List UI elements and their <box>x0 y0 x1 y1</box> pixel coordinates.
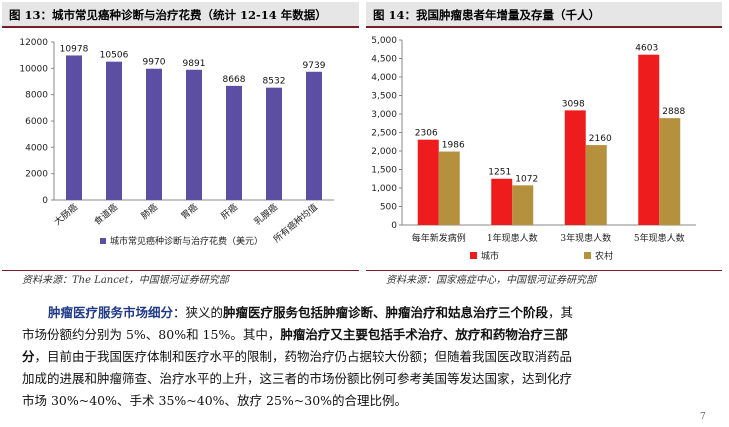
y-tick-label: 4,000 <box>371 73 397 83</box>
figure-13-title: 图 13：城市常见癌种诊断与治疗花费（统计 12-14 年数据） <box>2 2 359 28</box>
legend-label-urban: 城市 <box>481 250 499 262</box>
figure-14-source: 资料来源：国家癌症中心，中国银河证券研究部 <box>366 270 722 292</box>
bar-rural <box>438 151 460 225</box>
bar <box>66 55 82 201</box>
y-tick-label: 4,500 <box>371 55 397 65</box>
legend-label: 城市常见癌种诊断与治疗花费（美元） <box>110 235 263 247</box>
y-tick-label: 12000 <box>19 38 48 48</box>
bar <box>266 87 282 200</box>
bar <box>226 85 242 200</box>
x-tick-label: 肝癌 <box>218 201 240 222</box>
y-tick-label: 0 <box>42 196 48 206</box>
paragraph-text: ，其市场份额约分别为 5%、80%和 15%。其中， <box>22 305 574 342</box>
bar-urban <box>638 54 660 226</box>
data-label: 10978 <box>60 44 89 54</box>
data-label: 9739 <box>303 61 326 71</box>
x-tick-label: 所有癌种均值 <box>271 201 320 245</box>
y-tick-label: 8000 <box>25 91 48 101</box>
bar-urban <box>491 178 513 225</box>
data-label: 8532 <box>263 77 286 87</box>
data-label: 4603 <box>635 44 658 54</box>
y-tick-label: 1,500 <box>371 166 397 176</box>
bar-rural <box>585 145 607 225</box>
data-label: 8668 <box>223 75 246 85</box>
y-tick-label: 2,000 <box>371 147 397 157</box>
x-tick-label: 乳腺癌 <box>252 201 280 228</box>
bar <box>106 61 122 201</box>
y-tick-label: 2,500 <box>371 129 397 139</box>
bar-rural <box>512 185 534 225</box>
data-label: 9970 <box>143 58 166 68</box>
data-label: 1986 <box>442 141 465 151</box>
legend-swatch-rural <box>584 252 591 259</box>
x-tick-label: 每年新发病例 <box>412 232 466 244</box>
x-tick-label: 3年现患人数 <box>560 232 611 244</box>
bar-urban <box>417 139 439 225</box>
y-tick-label: 0 <box>391 221 397 231</box>
paragraph-text: ：狭义的 <box>173 305 224 320</box>
legend-swatch-urban <box>470 252 477 259</box>
y-tick-label: 500 <box>380 203 397 213</box>
figure-13-chart: 0 2000 4000 6000 8000 10000 12000 10978 大肠癌 10506… <box>19 38 334 247</box>
y-tick-label: 2000 <box>25 170 48 180</box>
y-tick-label: 1,000 <box>371 184 397 194</box>
paragraph-bold: 肿瘤医疗服务包括肿瘤诊断、肿瘤治疗和姑息治疗三个阶段 <box>223 305 549 320</box>
y-tick-label: 4000 <box>25 143 48 153</box>
legend-swatch <box>100 238 106 244</box>
y-tick-label: 5,000 <box>371 36 397 46</box>
figure-14-chart: 0 500 1,000 1,500 2,000 2,500 3,000 3,500 4,000 4… <box>371 36 696 262</box>
legend-label-rural: 农村 <box>595 250 613 262</box>
paragraph-heading: 肿瘤医疗服务市场细分 <box>48 305 174 320</box>
x-tick-label: 食道癌 <box>92 201 120 228</box>
paragraph-bold: 肿瘤治疗又主要包括手术治疗、放疗和药物治疗三部分 <box>22 327 568 364</box>
page-number: 7 <box>700 412 706 422</box>
data-label: 9891 <box>183 59 206 69</box>
bar-urban <box>564 110 586 225</box>
x-tick-label: 1年现患人数 <box>487 232 538 244</box>
data-label: 10506 <box>100 51 129 61</box>
figure-13-source: 资料来源：The Lancet，中国银河证券研究部 <box>2 270 359 292</box>
data-label: 2306 <box>415 129 438 139</box>
bar-rural <box>659 118 681 225</box>
x-tick-label: 大肠癌 <box>52 201 80 228</box>
y-tick-label: 3,500 <box>371 92 397 102</box>
bar <box>306 71 322 200</box>
bar <box>186 69 202 201</box>
x-tick-label: 胃癌 <box>178 201 200 222</box>
bar <box>146 68 162 200</box>
body-paragraph: 肿瘤医疗服务市场细分：狭义的肿瘤医疗服务包括肿瘤诊断、肿瘤治疗和姑息治疗三个阶段… <box>22 302 582 412</box>
figure-14-title: 图 14：我国肿瘤患者年增量及存量（千人） <box>366 2 722 28</box>
y-tick-label: 3,000 <box>371 110 397 120</box>
x-tick-label: 肺癌 <box>138 201 160 222</box>
y-tick-label: 6000 <box>25 117 48 127</box>
data-label: 3098 <box>562 99 585 109</box>
data-label: 2160 <box>589 134 612 144</box>
data-label: 1072 <box>515 174 538 184</box>
x-tick-label: 5年现患人数 <box>634 232 685 244</box>
paragraph-text: ，目前由于我国医疗体制和医疗水平的限制，药物治疗仍占据较大份额；但随着我国医改取… <box>22 349 573 408</box>
data-label: 2888 <box>662 107 685 117</box>
data-label: 1251 <box>488 168 511 178</box>
y-tick-label: 10000 <box>19 64 48 74</box>
